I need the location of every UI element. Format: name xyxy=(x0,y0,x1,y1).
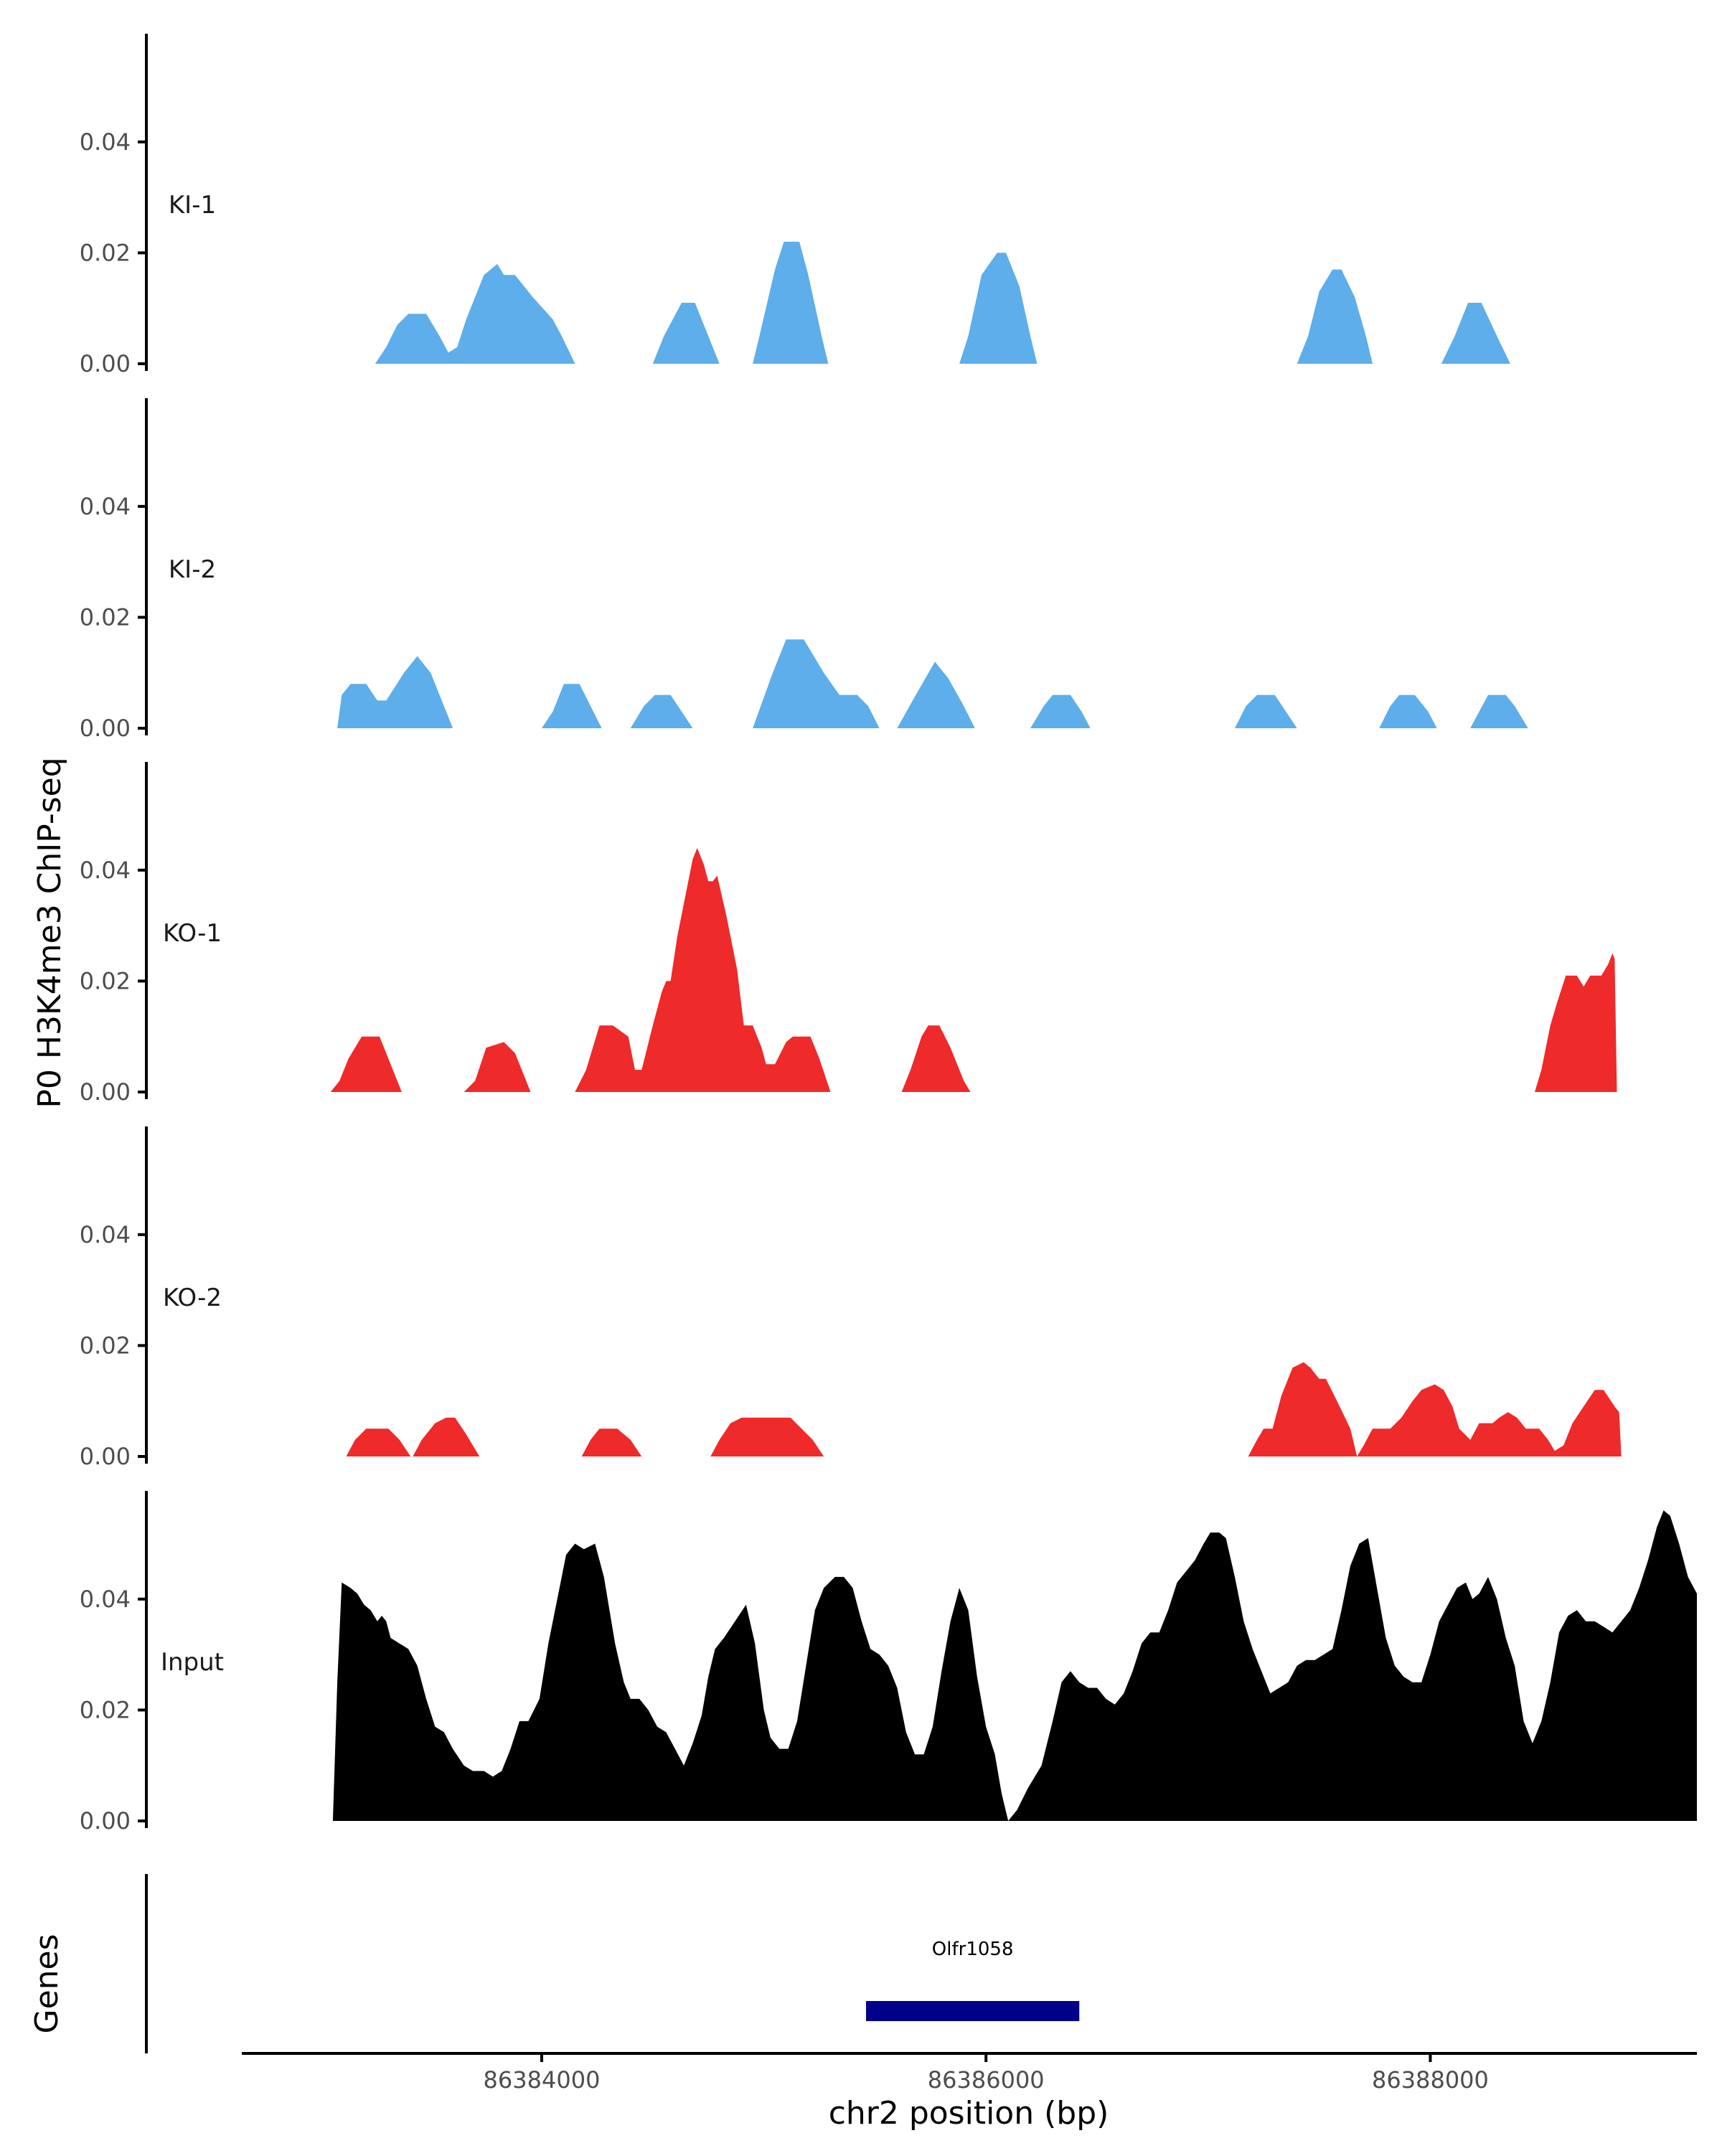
coverage-peak xyxy=(413,1417,480,1456)
coverage-peak xyxy=(337,656,453,728)
track-label: KO-1 xyxy=(163,919,222,948)
coverage-peak xyxy=(1248,1362,1622,1456)
coverage-peak xyxy=(575,847,831,1092)
track-label: KI-2 xyxy=(169,555,216,584)
coverage-peak xyxy=(330,1036,402,1092)
track-ko-2: 0.00 0.02 0.04 KO-2 xyxy=(80,1126,1622,1470)
track-ki-1: 0.00 0.02 0.04 KI-1 xyxy=(80,34,1510,377)
y-tick-label: 0.04 xyxy=(80,857,131,884)
y-tick-label: 0.00 xyxy=(80,1443,131,1470)
coverage-peak xyxy=(581,1428,642,1456)
coverage-peak xyxy=(897,662,975,728)
track-input: 0.00 0.02 0.04 Input xyxy=(80,1491,1697,1835)
coverage-peak xyxy=(464,1042,531,1092)
y-tick-label: 0.04 xyxy=(80,493,131,520)
coverage-peak xyxy=(1379,695,1437,728)
x-tick-label: 86386000 xyxy=(928,2066,1045,2094)
coverage-peak xyxy=(1297,269,1373,364)
coverage-peak xyxy=(959,253,1038,364)
y-tick-label: 0.02 xyxy=(80,1696,131,1723)
coverage-peak xyxy=(630,695,693,728)
coverage-peak xyxy=(710,1417,824,1456)
y-tick-label: 0.00 xyxy=(80,1807,131,1835)
track-ko-1: 0.00 0.02 0.04 KO-1 xyxy=(80,762,1617,1106)
y-tick-label: 0.04 xyxy=(80,1221,131,1248)
x-tick-label: 86388000 xyxy=(1372,2066,1489,2094)
coverage-tracks: 0.00 0.02 0.04 KI-1 0.00 0.02 0.04 KI-2 0.00 0.02… xyxy=(80,34,1697,1835)
coverage-peak xyxy=(1235,695,1297,728)
track-label: KO-2 xyxy=(163,1284,222,1312)
coverage-peak xyxy=(542,684,602,728)
y-tick-label: 0.00 xyxy=(80,715,131,742)
y-tick-label: 0.02 xyxy=(80,239,131,266)
coverage-peak xyxy=(1535,953,1617,1092)
track-label: Input xyxy=(161,1648,224,1677)
x-axis: 86384000 86386000 86388000 xyxy=(242,2052,1697,2094)
x-tick-label: 86384000 xyxy=(484,2066,601,2094)
y-tick-label: 0.02 xyxy=(80,1332,131,1359)
y-tick-label: 0.02 xyxy=(80,967,131,994)
coverage-peak xyxy=(652,303,720,364)
y-tick-label: 0.04 xyxy=(80,1586,131,1613)
track-ki-2: 0.00 0.02 0.04 KI-2 xyxy=(80,398,1528,742)
y-tick-label: 0.04 xyxy=(80,128,131,156)
gene-track: Olfr1058 xyxy=(145,1874,1080,2053)
y-tick-label: 0.00 xyxy=(80,1078,131,1106)
coverage-peak xyxy=(901,1025,971,1092)
coverage-peak xyxy=(753,639,880,728)
coverage-peak xyxy=(753,241,829,364)
coverage-peak xyxy=(1441,303,1510,364)
y-tick-label: 0.00 xyxy=(80,350,131,377)
track-label: KI-1 xyxy=(169,191,216,220)
gene-body xyxy=(866,2001,1080,2021)
gene-name-label: Olfr1058 xyxy=(932,1939,1014,1960)
coverage-peak xyxy=(1470,695,1528,728)
coverage-peak xyxy=(1030,695,1091,728)
y-tick-label: 0.02 xyxy=(80,603,131,631)
coverage-peak xyxy=(346,1428,411,1456)
coverage-peak xyxy=(375,263,575,364)
genes-axis-title: Genes xyxy=(29,1934,65,2033)
y-axis-title: P0 H3K4me3 ChIP-seq xyxy=(32,757,68,1108)
coverage-peak xyxy=(332,1510,1697,1821)
x-axis-title: chr2 position (bp) xyxy=(829,2095,1109,2132)
